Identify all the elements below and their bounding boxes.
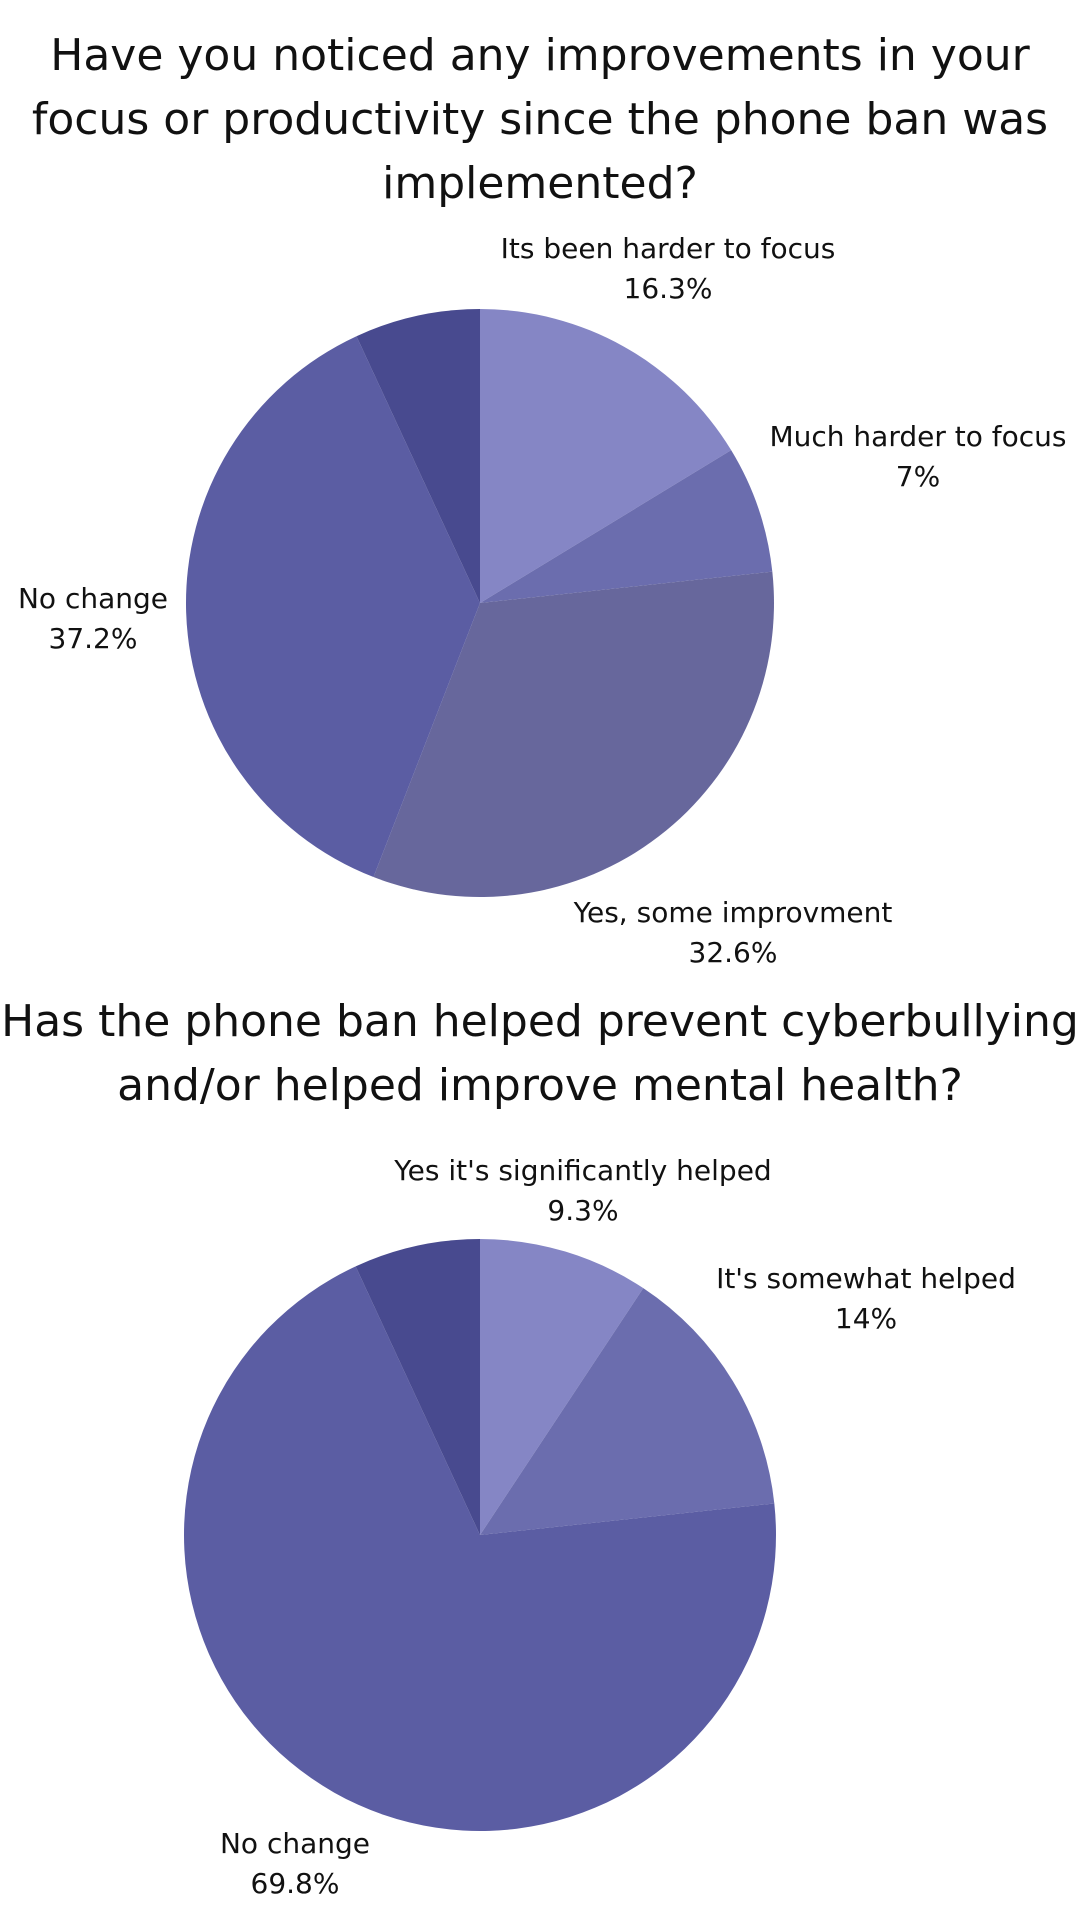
pie-slice-2-3 <box>183 1266 776 1831</box>
slice-value-label-1-1: 16.3% <box>624 272 713 305</box>
pie-slice-2-4 <box>355 1239 480 1535</box>
pie-slice-2-1 <box>480 1239 644 1535</box>
pie-chart-1 <box>185 309 774 897</box>
pie-slice-1-3 <box>373 571 774 897</box>
slice-label-1-3: Yes, some improvment <box>573 896 893 929</box>
pie-chart-2 <box>183 1239 776 1831</box>
slice-label-2-2: It's somewhat helped <box>716 1262 1016 1295</box>
slice-label-2-3: No change <box>220 1827 370 1860</box>
slice-label-2-1: Yes it's significantly helped <box>393 1154 771 1187</box>
pie-slice-1-4 <box>185 336 480 878</box>
slice-label-1-2: Much harder to focus <box>769 420 1066 453</box>
pie-slice-1-2 <box>480 450 773 603</box>
chart-1-title: Have you noticed any improvements in you… <box>31 30 1049 209</box>
pie-slice-1-1 <box>480 309 732 603</box>
slice-value-label-1-4: 37.2% <box>49 622 138 655</box>
pie-slice-1-5 <box>356 309 480 603</box>
slice-label-1-4: No change <box>18 582 168 615</box>
slice-label-1-1: Its been harder to focus <box>501 232 836 265</box>
slice-value-label-2-3: 69.8% <box>251 1867 340 1900</box>
slice-value-label-2-1: 9.3% <box>547 1194 618 1227</box>
chart-2-title: Has the phone ban helped prevent cyberbu… <box>1 996 1079 1111</box>
slice-value-label-2-2: 14% <box>835 1302 897 1335</box>
slice-value-label-1-3: 32.6% <box>689 936 778 969</box>
pie-slice-2-2 <box>480 1288 775 1535</box>
slice-value-label-1-2: 7% <box>896 460 940 493</box>
